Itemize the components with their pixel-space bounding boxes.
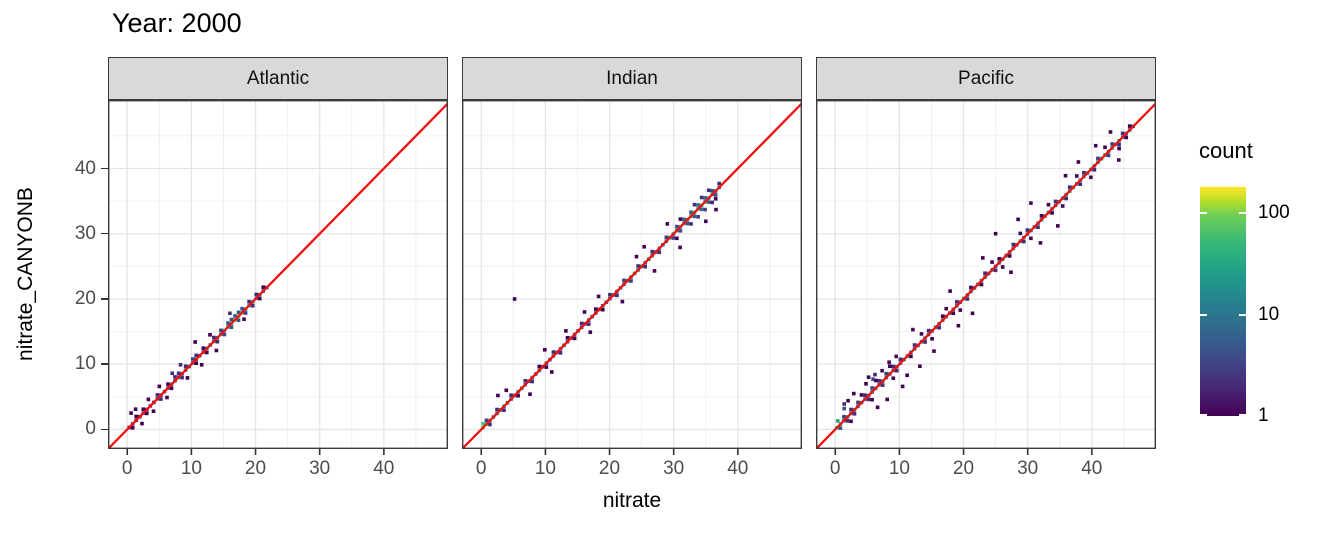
x-tick-label: 20	[598, 458, 621, 479]
panel-border	[108, 100, 448, 450]
legend-tick-label: 100	[1258, 201, 1290, 223]
y-tick-label: 0	[85, 418, 96, 440]
y-axis-title: nitrate_CANYONB	[14, 187, 37, 361]
identity-line	[108, 101, 448, 449]
facet-strip-pacific: Pacific	[816, 57, 1156, 100]
y-tick-mark	[101, 232, 108, 235]
plot-area-atlantic	[108, 100, 448, 455]
identity-line	[816, 101, 1156, 449]
plot-area-pacific	[816, 100, 1156, 455]
facet-strip-indian: Indian	[462, 57, 802, 100]
y-tick-label: 30	[74, 222, 96, 244]
x-tick-label: 20	[244, 458, 267, 479]
x-tick-label: 30	[663, 458, 685, 479]
x-tick-label: 30	[1017, 458, 1039, 479]
legend-tick-mark	[1239, 313, 1246, 316]
y-tick-mark	[101, 363, 108, 365]
identity-line	[462, 101, 802, 449]
y-tick-label: 10	[74, 353, 96, 375]
x-tick-label: 40	[373, 458, 395, 479]
x-tick-label: 0	[121, 458, 133, 479]
y-tick-mark	[101, 167, 108, 170]
panel-border	[816, 100, 1156, 450]
x-tick-label: 0	[829, 458, 841, 479]
legend-tick-label: 10	[1258, 303, 1280, 325]
chart-title: Year: 2000	[112, 8, 242, 38]
x-tick-label: 0	[475, 458, 487, 479]
y-tick-mark	[101, 298, 108, 300]
gridlines	[816, 100, 1156, 449]
legend-tick-mark	[1200, 414, 1207, 416]
y-tick-label: 40	[74, 157, 96, 179]
gridlines	[108, 100, 448, 449]
x-tick-label: 40	[1081, 458, 1103, 479]
x-tick-label: 20	[952, 458, 975, 479]
x-tick-label: 40	[727, 458, 749, 479]
x-tick-label: 30	[309, 458, 331, 479]
y-tick-label: 20	[74, 288, 96, 309]
legend-colorbar	[1200, 187, 1246, 416]
x-tick-label: 10	[534, 458, 556, 479]
legend-tick-mark	[1239, 414, 1246, 416]
y-tick-mark	[101, 428, 108, 431]
panel-border	[462, 100, 802, 450]
legend-title: count	[1199, 138, 1253, 163]
gridlines	[462, 100, 802, 449]
x-tick-label: 10	[888, 458, 910, 479]
legend-tick-mark	[1200, 211, 1207, 214]
x-tick-label: 10	[180, 458, 202, 479]
plot-area-indian	[462, 100, 802, 455]
facet-strip-atlantic: Atlantic	[108, 57, 448, 100]
legend-tick-label: 1	[1258, 405, 1269, 426]
x-axis-title: nitrate	[602, 489, 662, 512]
legend-tick-mark	[1239, 211, 1246, 214]
legend-tick-mark	[1200, 313, 1207, 316]
